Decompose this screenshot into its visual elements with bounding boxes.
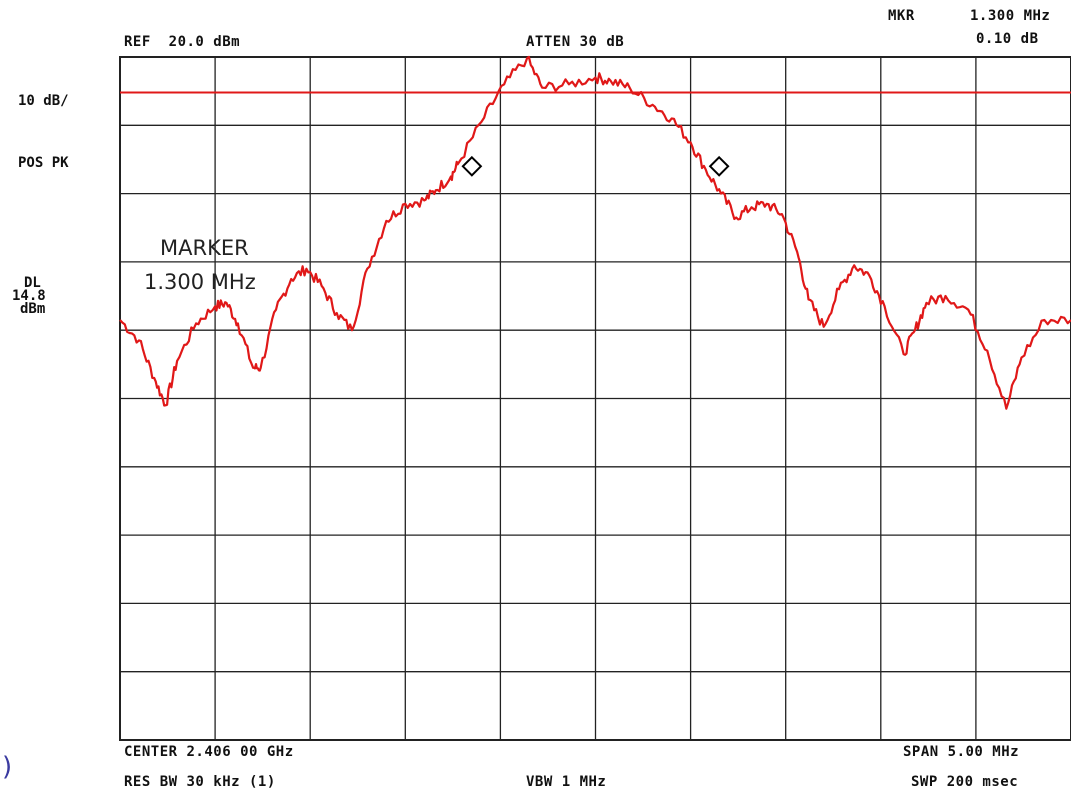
marker-label: MKR [888, 8, 915, 24]
spectrum-trace [119, 55, 1071, 410]
marker-annotation-value: 1.300 MHz [144, 270, 256, 294]
marker-frequency: 1.300 MHz [970, 8, 1051, 24]
display-line-unit: dBm [20, 301, 46, 317]
detector-mode: POS PK [18, 155, 69, 171]
marker-diamond [708, 155, 730, 177]
marker-annotation-title: MARKER [160, 236, 249, 260]
frequency-span: SPAN 5.00 MHz [903, 744, 1020, 760]
graticule [120, 57, 1071, 740]
display-line-value: 14.8 [12, 288, 46, 304]
marker-level: 0.10 dB [976, 31, 1039, 47]
sweep-time: SWP 200 msec [911, 774, 1019, 790]
video-bandwidth: VBW 1 MHz [526, 774, 607, 790]
pen-mark: ) [2, 752, 13, 782]
display-line-label: DL [24, 275, 41, 291]
marker-diamond [461, 155, 483, 177]
attenuation: ATTEN 30 dB [526, 34, 625, 50]
center-frequency: CENTER 2.406 00 GHz [124, 744, 294, 760]
reference-level: REF 20.0 dBm [124, 34, 241, 50]
resolution-bandwidth: RES BW 30 kHz (1) [124, 774, 276, 790]
scale-per-division: 10 dB/ [18, 93, 69, 109]
markers [461, 155, 730, 177]
